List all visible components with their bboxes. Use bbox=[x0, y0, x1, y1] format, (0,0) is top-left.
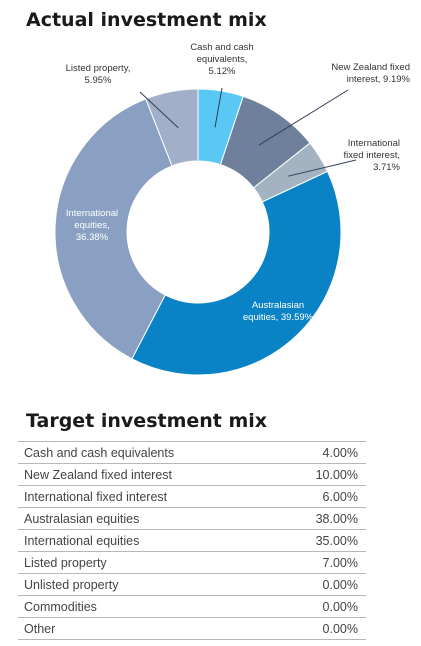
asset-class-label: Other bbox=[18, 617, 282, 640]
target-mix-table: Cash and cash equivalents 4.00% New Zealan… bbox=[18, 441, 366, 640]
table-row: New Zealand fixed interest 10.00% bbox=[18, 463, 366, 486]
data-label-international-equities: International equities, 36.38% bbox=[66, 208, 118, 243]
asset-class-label: Unlisted property bbox=[18, 573, 282, 596]
table-row: International equities 35.00% bbox=[18, 529, 366, 552]
data-label-new-zealand-fixed-interest: New Zealand fixed interest, 9.19% bbox=[331, 62, 410, 85]
slice-australasian-equities bbox=[131, 170, 342, 376]
data-label-line: Listed property, bbox=[66, 63, 131, 74]
leader-line-international-fixed-interest bbox=[288, 159, 357, 177]
data-label-line: fixed interest, bbox=[344, 150, 401, 161]
table-row: Unlisted property 0.00% bbox=[18, 573, 366, 596]
data-label-line: 3.71% bbox=[373, 162, 400, 173]
leader-line-new-zealand-fixed-interest bbox=[258, 89, 349, 146]
target-percentage: 0.00% bbox=[281, 595, 366, 618]
data-label-line: interest, 9.19% bbox=[347, 74, 411, 85]
data-label-listed-property: Listed property, 5.95% bbox=[66, 63, 131, 86]
table-row: Other 0.00% bbox=[18, 617, 366, 640]
target-percentage: 0.00% bbox=[281, 573, 366, 596]
data-label-line: equities, bbox=[74, 220, 109, 231]
table-row: International fixed interest 6.00% bbox=[18, 485, 366, 508]
data-label-australasian-equities: Australasian equities, 39.59% bbox=[243, 300, 314, 323]
target-percentage: 4.00% bbox=[281, 441, 366, 464]
actual-mix-heading: Actual investment mix bbox=[26, 9, 267, 31]
asset-class-label: Listed property bbox=[18, 551, 282, 574]
table-row: Commodities 0.00% bbox=[18, 595, 366, 618]
target-mix-heading: Target investment mix bbox=[26, 410, 268, 432]
leader-line-listed-property bbox=[139, 91, 179, 129]
target-percentage: 0.00% bbox=[281, 617, 366, 640]
asset-class-label: International equities bbox=[18, 529, 282, 552]
table-row: Cash and cash equivalents 4.00% bbox=[18, 441, 366, 464]
actual-mix-donut-chart: Cash and cash equivalents, 5.12% New Zealan… bbox=[54, 42, 411, 376]
leader-line-cash-and-cash-equivalents bbox=[214, 87, 223, 128]
target-percentage: 38.00% bbox=[281, 507, 366, 530]
data-label-line: 36.38% bbox=[76, 232, 109, 243]
target-percentage: 7.00% bbox=[281, 551, 366, 574]
asset-class-label: Australasian equities bbox=[18, 507, 282, 530]
data-label-line: equities, 39.59% bbox=[243, 312, 314, 323]
table-row: Australasian equities 38.00% bbox=[18, 507, 366, 530]
target-percentage: 6.00% bbox=[281, 485, 366, 508]
data-label-cash-and-cash-equivalents: Cash and cash equivalents, 5.12% bbox=[190, 42, 253, 77]
data-label-line: New Zealand fixed bbox=[331, 62, 410, 73]
data-label-line: International bbox=[66, 208, 118, 219]
data-label-line: 5.12% bbox=[209, 66, 236, 77]
data-label-line: equivalents, bbox=[197, 54, 248, 65]
target-percentage: 35.00% bbox=[281, 529, 366, 552]
data-label-line: International bbox=[348, 138, 400, 149]
table-row: Listed property 7.00% bbox=[18, 551, 366, 574]
slice-international-equities bbox=[54, 98, 173, 360]
asset-class-label: Commodities bbox=[18, 595, 282, 618]
data-label-international-fixed-interest: International fixed interest, 3.71% bbox=[344, 138, 401, 173]
target-percentage: 10.00% bbox=[281, 463, 366, 486]
slice-listed-property bbox=[145, 88, 199, 167]
asset-class-label: International fixed interest bbox=[18, 485, 282, 508]
data-label-line: 5.95% bbox=[85, 75, 112, 86]
data-label-line: Cash and cash bbox=[190, 42, 253, 53]
data-label-line: Australasian bbox=[252, 300, 304, 311]
asset-class-label: Cash and cash equivalents bbox=[18, 441, 282, 464]
asset-class-label: New Zealand fixed interest bbox=[18, 463, 282, 486]
